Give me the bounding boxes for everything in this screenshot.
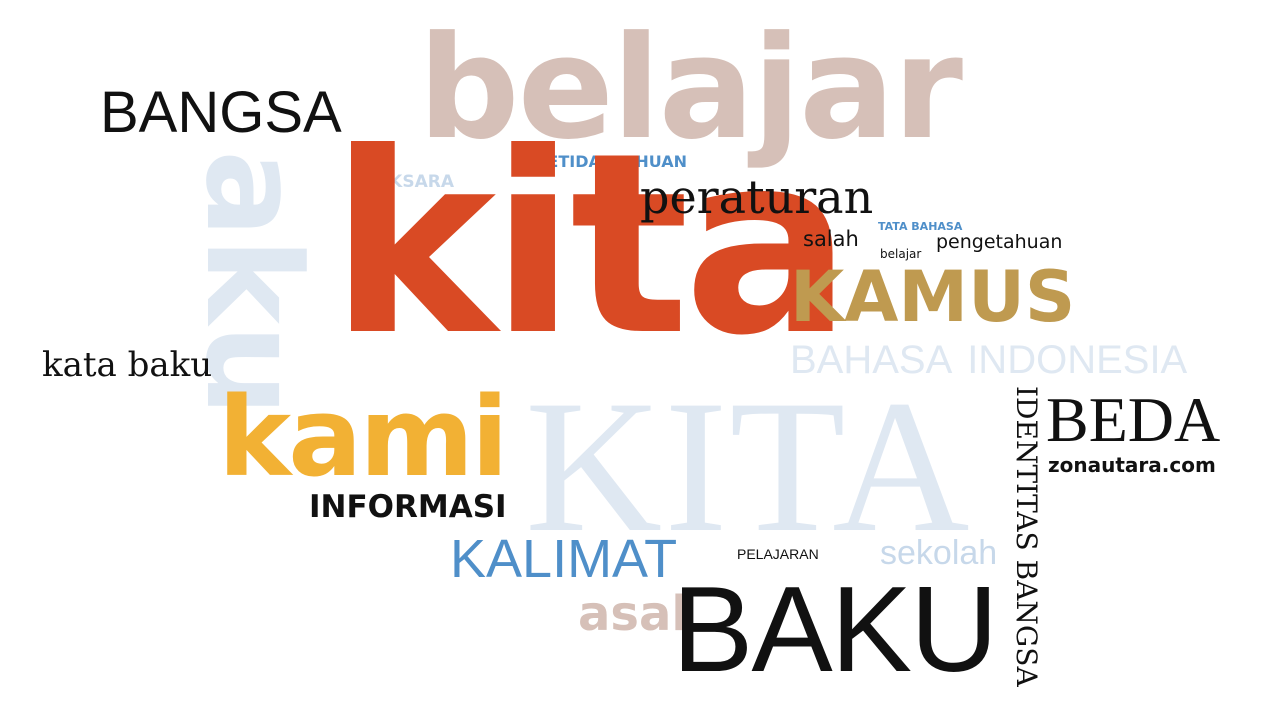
word-kamus: KAMUS <box>790 256 1076 338</box>
word-baku: BAKU <box>672 561 998 697</box>
word-belajar-big: belajar <box>418 6 963 171</box>
word-beda: BEDA <box>1046 384 1221 455</box>
word-identitas-bangsa: IDENTITAS BANGSA <box>1010 386 1043 687</box>
word-sekolah: sekolah <box>880 534 998 572</box>
word-kata-baku: kata baku <box>42 345 213 385</box>
word-ketidaktahuan: KETIDAKTAHUAN <box>535 152 687 171</box>
word-pelajaran: PELAJARAN <box>737 546 819 562</box>
word-bangsa: BANGSA <box>100 80 342 145</box>
word-kita-caps: KITA <box>525 362 972 572</box>
word-belajar-small: belajar <box>880 247 922 261</box>
word-bahasa-indonesia: BAHASA INDONESIA <box>790 338 1188 382</box>
word-asal: asal <box>578 586 688 642</box>
word-kami: kami <box>218 373 509 501</box>
word-salah: salah <box>803 227 859 251</box>
word-informasi: INFORMASI <box>309 489 507 525</box>
word-kita-big: kita <box>330 99 852 390</box>
word-tata-bahasa: TATA BAHASA <box>878 220 963 233</box>
word-kalimat: KALIMAT <box>450 529 678 589</box>
word-zonautara: zonautara.com <box>1048 453 1216 477</box>
word-pengetahuan: pengetahuan <box>936 231 1063 253</box>
word-peraturan: peraturan <box>640 170 874 224</box>
word-aksara: AKSARA <box>376 172 454 192</box>
